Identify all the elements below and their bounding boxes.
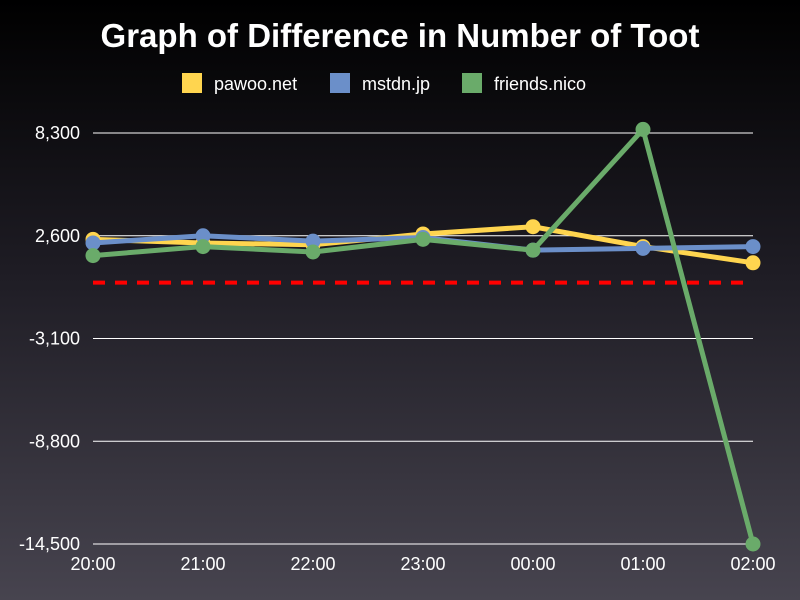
data-point	[635, 121, 651, 137]
x-axis-ticks: 20:00 21:00 22:00 23:00 00:00 01:00 02:00	[70, 554, 775, 574]
x-tick-label: 22:00	[290, 554, 335, 574]
series-friends-nico	[85, 121, 761, 552]
data-point	[85, 248, 101, 264]
x-tick-label: 02:00	[730, 554, 775, 574]
series-lines	[85, 121, 761, 552]
legend-label-mstdn: mstdn.jp	[362, 74, 430, 94]
x-tick-label: 00:00	[510, 554, 555, 574]
x-tick-label: 21:00	[180, 554, 225, 574]
data-point	[745, 255, 761, 271]
x-tick-label: 23:00	[400, 554, 445, 574]
data-point	[745, 239, 761, 255]
data-point	[525, 242, 541, 258]
data-point	[305, 244, 321, 260]
data-point	[195, 239, 211, 255]
data-point	[305, 233, 321, 249]
chart-title: Graph of Difference in Number of Toot	[101, 17, 700, 54]
legend-swatch-friends	[462, 73, 482, 93]
y-axis-ticks: 8,300 2,600 -3,100 -8,800 -14,500	[19, 123, 80, 554]
data-point	[745, 536, 761, 552]
y-tick-label: -3,100	[29, 329, 80, 349]
x-tick-label: 01:00	[620, 554, 665, 574]
legend-swatch-pawoo	[182, 73, 202, 93]
legend-label-friends: friends.nico	[494, 74, 586, 94]
legend-label-pawoo: pawoo.net	[214, 74, 297, 94]
gridlines	[93, 132, 753, 545]
data-point	[635, 240, 651, 256]
data-point	[195, 228, 211, 244]
y-tick-label: -14,500	[19, 534, 80, 554]
series-line	[92, 126, 756, 545]
y-tick-label: 8,300	[35, 123, 80, 143]
y-tick-label: -8,800	[29, 431, 80, 451]
data-point	[415, 231, 431, 247]
data-point	[85, 235, 101, 251]
legend-swatch-mstdn	[330, 73, 350, 93]
x-tick-label: 20:00	[70, 554, 115, 574]
data-point	[525, 219, 541, 235]
legend: pawoo.net mstdn.jp friends.nico	[182, 73, 586, 94]
y-tick-label: 2,600	[35, 226, 80, 246]
